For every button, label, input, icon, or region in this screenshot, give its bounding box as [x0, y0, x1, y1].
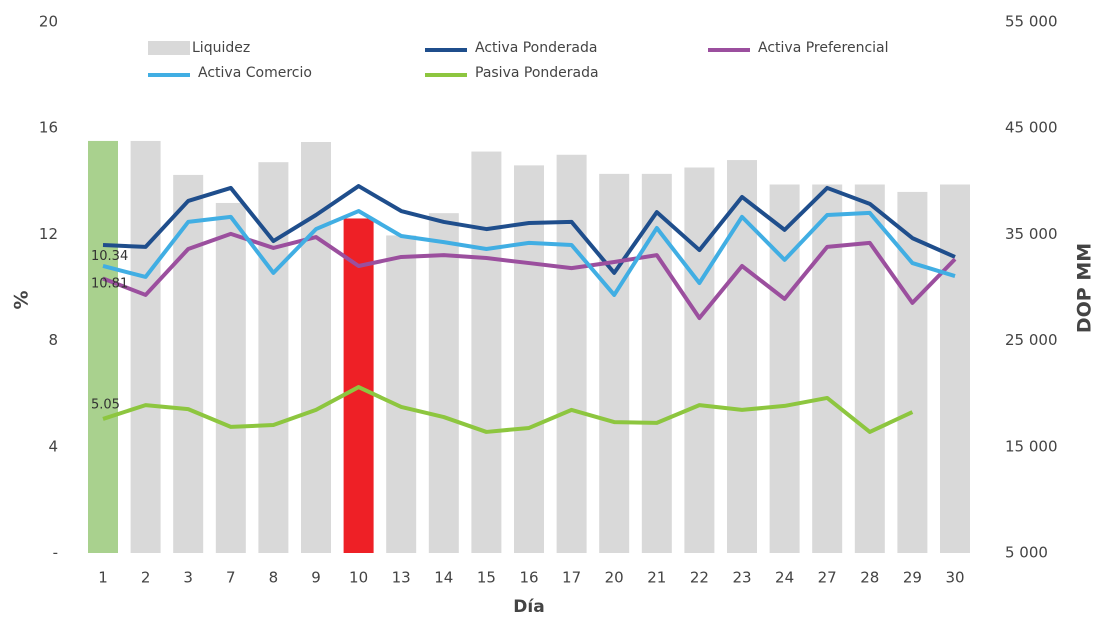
legend-swatch: [148, 41, 190, 55]
bar: [215, 202, 246, 554]
legend-label: Pasiva Ponderada: [475, 65, 599, 81]
x-tick-label: 9: [311, 569, 321, 587]
bar: [599, 173, 630, 553]
x-tick-label: 13: [392, 569, 411, 587]
y-axis-title: %: [11, 290, 33, 309]
value-label: 10.81: [91, 276, 128, 291]
y2-tick-label: 35 000: [1005, 225, 1058, 243]
legend-label: Activa Ponderada: [475, 40, 597, 56]
x-tick-label: 24: [775, 569, 794, 587]
line: [102, 385, 914, 434]
bar: [258, 162, 289, 553]
x-tick-label: 21: [647, 569, 666, 587]
bar: [173, 174, 204, 554]
legend-label: Liquidez: [192, 40, 250, 56]
x-tick-label: 28: [860, 569, 879, 587]
bar: [301, 142, 331, 554]
bar: [769, 184, 800, 553]
y2-tick-label: 25 000: [1005, 331, 1058, 349]
bar: [471, 151, 502, 553]
x-tick-label: 8: [269, 569, 279, 587]
x-tick-label: 27: [818, 569, 837, 587]
bar: [130, 140, 161, 553]
legend-label: Activa Preferencial: [758, 40, 889, 56]
x-tick-label: 20: [605, 569, 624, 587]
y-tick-label: 8: [48, 331, 58, 349]
line: [102, 184, 956, 275]
bar: [428, 213, 459, 553]
bar: [556, 154, 587, 553]
x-tick-label: 2: [141, 569, 151, 587]
bar: [684, 167, 715, 553]
x-tick-label: 29: [903, 569, 922, 587]
legend-label: Activa Comercio: [198, 65, 312, 81]
x-tick-label: 7: [226, 569, 236, 587]
x-tick-label: 10: [349, 569, 368, 587]
y2-axis-title: DOP MM: [1074, 243, 1096, 333]
y2-tick-label: 45 000: [1005, 119, 1058, 137]
bar: [940, 184, 970, 553]
y2-tick-label: 15 000: [1005, 437, 1058, 455]
x-tick-label: 14: [434, 569, 453, 587]
y-tick-label: 16: [39, 119, 58, 137]
x-tick-label: 15: [477, 569, 496, 587]
x-axis-title: Día: [513, 597, 544, 617]
x-tick-label: 16: [519, 569, 538, 587]
x-tick-label: 1: [98, 569, 108, 587]
y-tick-label: -: [53, 544, 58, 562]
bar: [897, 191, 928, 554]
y-tick-label: 12: [39, 225, 58, 243]
value-label: 10.34: [91, 249, 128, 264]
value-label: 5.05: [91, 397, 120, 412]
bar: [854, 184, 885, 553]
y2-tick-label: 5 000: [1005, 544, 1048, 562]
bar: [812, 184, 843, 553]
bar: [514, 165, 544, 553]
y2-tick-label: 55 000: [1005, 13, 1058, 31]
x-tick-label: 30: [945, 569, 964, 587]
x-tick-label: 22: [690, 569, 709, 587]
bar: [386, 235, 417, 553]
bar: [641, 173, 672, 553]
y-tick-label: 4: [48, 437, 58, 455]
bar: [88, 140, 118, 553]
x-tick-label: 3: [183, 569, 193, 587]
x-tick-label: 23: [732, 569, 751, 587]
x-tick-label: 17: [562, 569, 581, 587]
y-tick-label: 20: [39, 13, 58, 31]
line: [102, 209, 956, 297]
